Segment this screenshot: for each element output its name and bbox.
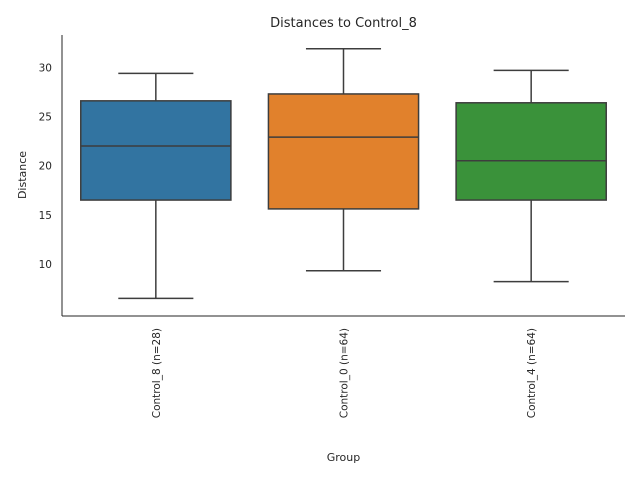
box-body — [80, 100, 232, 201]
x-tick-label: Control_4 (n=64) — [526, 328, 538, 418]
y-tick-label: 20 — [39, 161, 52, 173]
y-tick-label: 25 — [39, 112, 52, 124]
box-1 — [80, 72, 232, 300]
box-body — [455, 102, 607, 201]
y-tick-label: 15 — [39, 210, 52, 222]
x-tick-label: Control_8 (n=28) — [151, 328, 163, 418]
chart-title: Distances to Control_8 — [270, 16, 417, 31]
x-axis: Control_8 (n=28) Control_0 (n=64) Control_… — [62, 315, 625, 418]
box-2 — [267, 48, 420, 272]
y-tick-label: 30 — [39, 62, 52, 74]
y-tick-label: 10 — [39, 259, 52, 271]
box-body — [267, 93, 420, 210]
y-axis: 10 15 20 25 30 — [39, 35, 63, 316]
y-axis-label: Distance — [16, 151, 29, 199]
box-3 — [455, 69, 607, 283]
x-tick-label: Control_0 (n=64) — [339, 328, 351, 418]
x-axis-label: Group — [327, 451, 361, 464]
plot-area — [80, 48, 607, 300]
